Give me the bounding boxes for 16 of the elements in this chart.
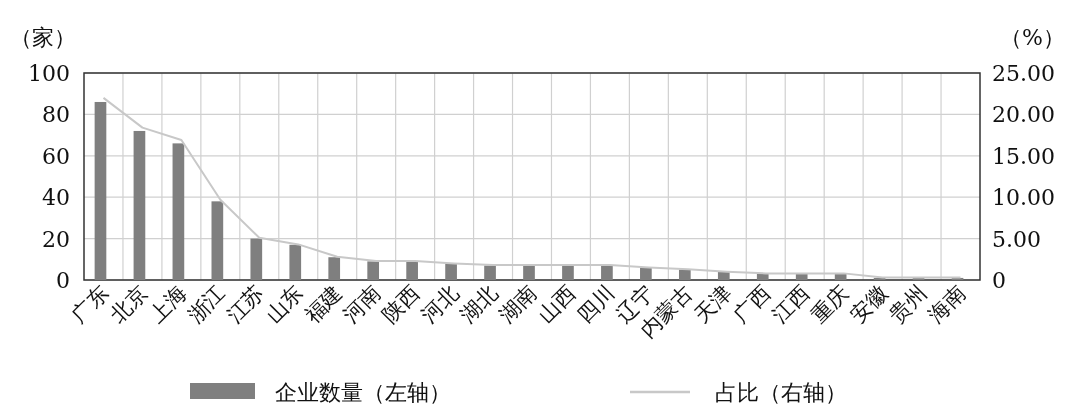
y2-tick-label: 0 [992, 268, 1006, 293]
y-tick-label: 60 [42, 143, 70, 169]
y2-tick-label: 25.00 [992, 61, 1055, 86]
y2-tick-label: 20.00 [992, 102, 1055, 128]
y2-tick-label: 15.00 [992, 143, 1055, 169]
legend-label: 企业数量（左轴） [275, 380, 451, 405]
y2-tick-label: 10.00 [992, 185, 1055, 211]
y-tick-label: 80 [42, 102, 70, 128]
legend-label: 占比（右轴） [715, 380, 847, 405]
y-tick-label: 40 [42, 185, 70, 211]
y-axis-title: （家） [10, 25, 76, 50]
y2-axis-title: （%） [1000, 25, 1065, 50]
y2-tick-label: 5.00 [992, 226, 1041, 252]
y-tick-label: 0 [56, 268, 70, 293]
y-tick-label: 20 [42, 226, 70, 252]
y-tick-label: 100 [28, 61, 70, 86]
